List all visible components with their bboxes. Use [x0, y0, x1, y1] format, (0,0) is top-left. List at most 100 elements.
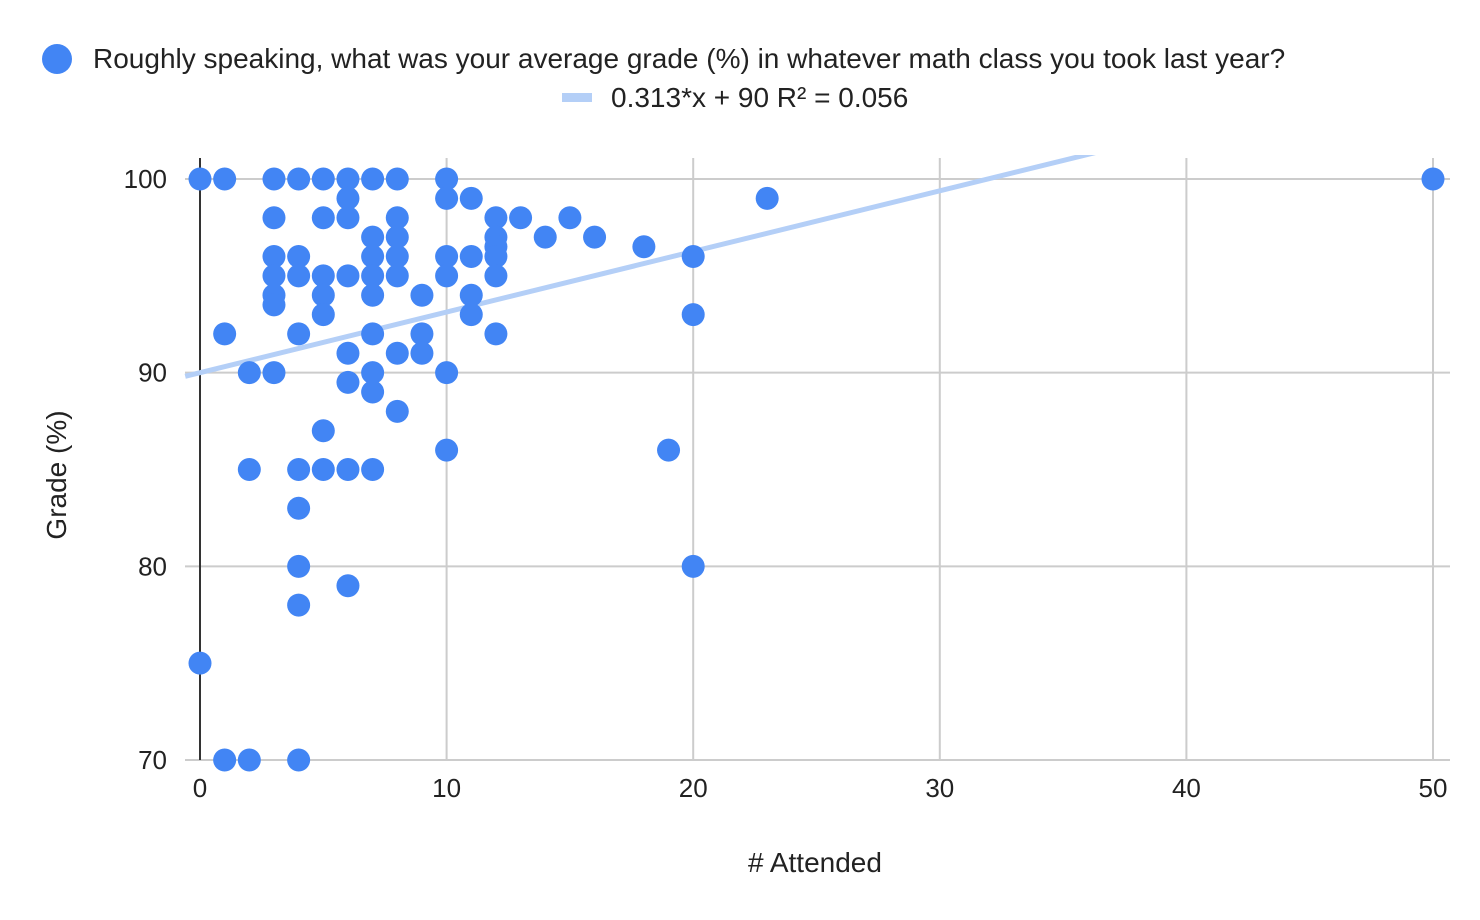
data-point — [213, 748, 237, 772]
data-point — [237, 361, 261, 385]
legend-series-marker — [42, 44, 72, 74]
data-point — [435, 244, 459, 268]
data-point — [459, 303, 483, 327]
data-point — [287, 264, 311, 288]
data-point — [287, 458, 311, 481]
data-point — [385, 341, 409, 365]
data-point — [681, 554, 705, 578]
data-point — [262, 361, 286, 385]
data-point — [287, 244, 311, 268]
data-point — [262, 244, 286, 268]
data-points — [188, 167, 1445, 772]
data-point — [287, 554, 311, 578]
legend: Roughly speaking, what was your average … — [42, 43, 1285, 113]
data-point — [484, 322, 508, 346]
data-point — [681, 303, 705, 327]
data-point — [385, 264, 409, 288]
data-point — [435, 361, 459, 385]
data-point — [385, 225, 409, 249]
data-point — [459, 244, 483, 268]
data-point — [213, 322, 237, 346]
data-point — [336, 574, 360, 598]
data-point — [361, 167, 385, 191]
data-point — [632, 235, 656, 259]
data-point — [410, 322, 434, 346]
data-point — [484, 244, 508, 268]
data-point — [311, 303, 335, 327]
data-point — [755, 186, 779, 210]
data-point — [385, 399, 409, 423]
data-point — [361, 380, 385, 404]
data-point — [262, 167, 286, 191]
data-point — [311, 419, 335, 443]
data-point — [435, 186, 459, 210]
legend-trendline-marker — [562, 93, 592, 102]
data-point — [361, 322, 385, 346]
data-point — [311, 206, 335, 230]
x-tick-label: 50 — [1419, 773, 1448, 803]
data-point — [361, 244, 385, 268]
data-point — [533, 225, 557, 249]
data-point — [459, 186, 483, 210]
data-point — [287, 322, 311, 346]
data-point — [262, 264, 286, 288]
data-point — [188, 651, 212, 675]
data-point — [558, 206, 582, 230]
data-point — [509, 206, 533, 230]
trendline — [184, 155, 1096, 379]
x-axis-title: # Attended — [748, 847, 882, 878]
data-point — [410, 283, 434, 307]
y-tick-label: 100 — [124, 164, 167, 194]
data-point — [361, 458, 385, 481]
data-point — [361, 283, 385, 307]
trendline-path — [184, 155, 1096, 379]
data-point — [336, 341, 360, 365]
data-point — [435, 438, 459, 462]
data-point — [287, 748, 311, 772]
data-point — [287, 167, 311, 191]
x-tick-label: 40 — [1172, 773, 1201, 803]
data-point — [484, 206, 508, 230]
data-point — [311, 264, 335, 288]
data-point — [361, 361, 385, 385]
data-point — [311, 167, 335, 191]
data-point — [336, 370, 360, 394]
data-point — [681, 244, 705, 268]
data-point — [336, 206, 360, 230]
data-point — [361, 264, 385, 288]
data-point — [435, 264, 459, 288]
x-tick-label: 10 — [432, 773, 461, 803]
data-point — [237, 458, 261, 481]
data-point — [262, 206, 286, 230]
data-point — [237, 748, 261, 772]
y-tick-label: 80 — [138, 551, 167, 581]
data-point — [385, 244, 409, 268]
data-point — [262, 293, 286, 317]
data-point — [1421, 167, 1445, 191]
data-point — [287, 496, 311, 520]
data-point — [385, 206, 409, 230]
data-point — [213, 167, 237, 191]
data-point — [385, 167, 409, 191]
data-point — [410, 341, 434, 365]
y-tick-label: 70 — [138, 745, 167, 775]
data-point — [336, 186, 360, 210]
tick-labels: 0 10 20 30 40 50 70 80 90 100 — [124, 164, 1448, 803]
y-tick-label: 90 — [138, 358, 167, 388]
y-axis-title: Grade (%) — [41, 410, 72, 539]
data-point — [361, 225, 385, 249]
data-point — [311, 283, 335, 307]
data-point — [484, 264, 508, 288]
legend-series-label: Roughly speaking, what was your average … — [93, 43, 1285, 74]
data-point — [336, 458, 360, 481]
data-point — [336, 264, 360, 288]
data-point — [188, 167, 212, 191]
x-tick-label: 20 — [679, 773, 708, 803]
x-tick-label: 30 — [925, 773, 954, 803]
x-tick-label: 0 — [193, 773, 207, 803]
data-point — [311, 458, 335, 481]
data-point — [459, 283, 483, 307]
data-point — [435, 167, 459, 191]
